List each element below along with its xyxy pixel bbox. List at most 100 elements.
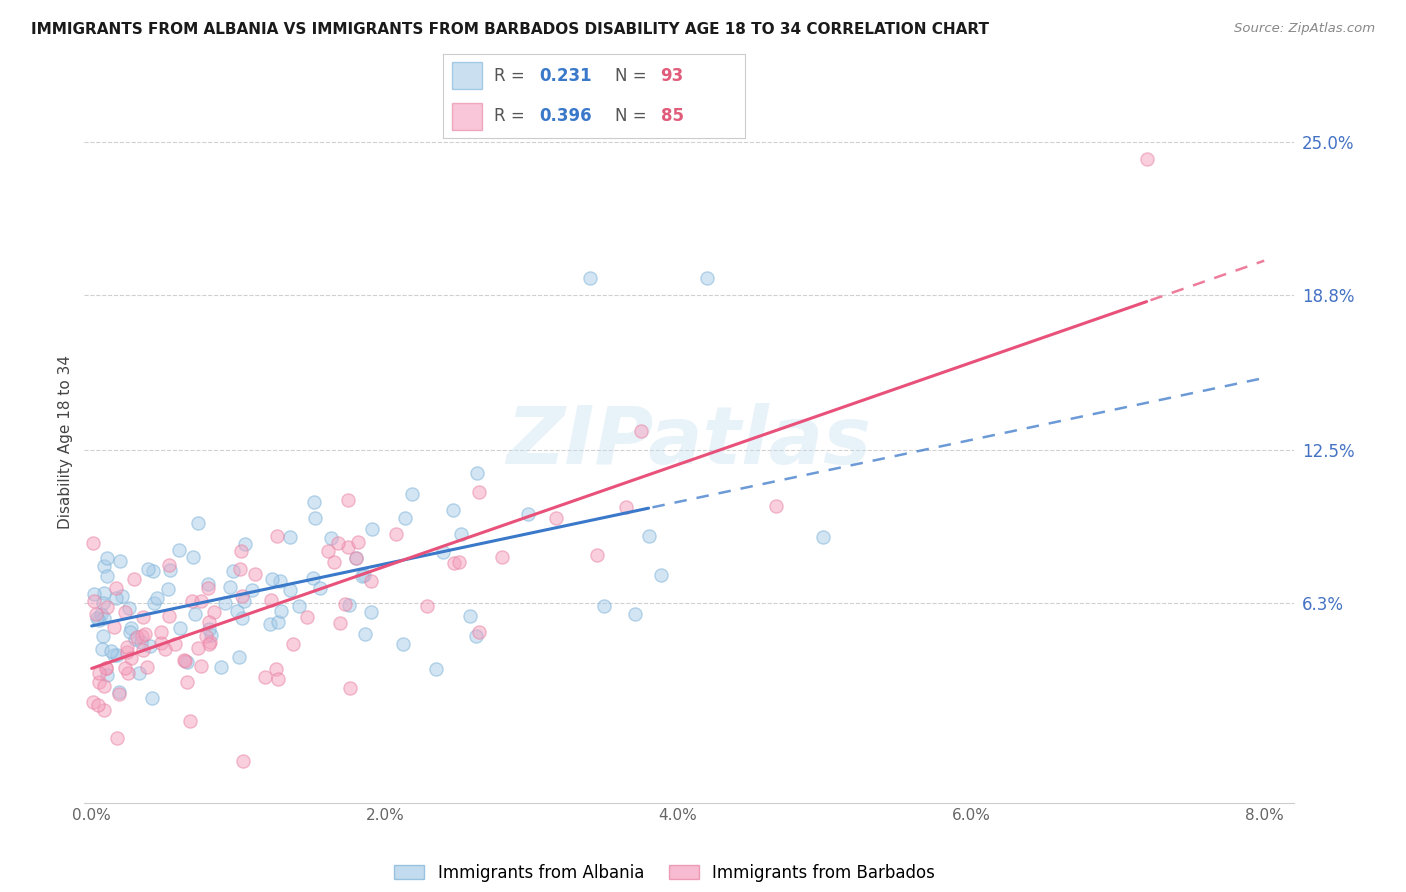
Point (180, 594, 202, 608)
Point (120, 651, 142, 665)
Point (614, 500, 637, 515)
Point (231, 543, 253, 558)
Point (266, 529, 288, 543)
Point (115, 640, 138, 655)
Point (136, 562, 159, 576)
Point (93, 610, 115, 624)
Text: R =: R = (495, 107, 530, 125)
Point (87, 613, 110, 627)
Point (96, 599, 118, 614)
Point (214, 596, 236, 610)
Text: Source: ZipAtlas.com: Source: ZipAtlas.com (1234, 22, 1375, 36)
Point (516, 508, 538, 522)
Point (142, 597, 165, 611)
Point (322, 555, 344, 569)
Point (90, 607, 112, 622)
Point (347, 535, 370, 549)
Point (337, 598, 360, 612)
Point (344, 551, 367, 566)
Point (125, 630, 148, 644)
Point (187, 516, 209, 531)
Point (128, 666, 150, 681)
Point (447, 555, 470, 569)
Point (623, 607, 645, 621)
Point (83, 587, 105, 601)
Point (142, 564, 165, 578)
Point (450, 526, 472, 541)
Point (401, 486, 423, 500)
Text: 93: 93 (661, 67, 683, 85)
Point (432, 545, 454, 559)
Point (425, 662, 447, 676)
Point (96, 569, 118, 583)
Point (281, 637, 304, 651)
Point (278, 530, 301, 544)
Point (233, 537, 256, 551)
Point (394, 511, 416, 525)
Point (630, 424, 652, 438)
Text: 0.231: 0.231 (540, 67, 592, 85)
Point (269, 574, 291, 589)
Point (360, 605, 382, 619)
Point (129, 634, 152, 648)
Point (105, 581, 128, 595)
Point (176, 655, 198, 669)
Point (110, 554, 132, 568)
Point (181, 550, 204, 565)
Point (105, 591, 128, 606)
Point (460, 608, 482, 623)
Point (184, 607, 207, 621)
Point (360, 574, 382, 589)
Point (260, 572, 283, 586)
Point (232, 754, 254, 768)
Point (131, 610, 153, 624)
Point (96, 668, 118, 682)
Point (107, 687, 129, 701)
Point (190, 594, 212, 608)
Point (267, 672, 290, 686)
Point (385, 526, 408, 541)
Point (209, 660, 232, 674)
Point (304, 510, 326, 524)
Point (200, 628, 222, 642)
Point (441, 503, 464, 517)
Point (266, 615, 288, 629)
Point (593, 599, 616, 614)
Point (118, 600, 141, 615)
Point (93, 586, 115, 600)
Point (391, 637, 413, 651)
Point (579, 270, 602, 285)
Point (465, 629, 488, 643)
Point (82, 535, 104, 549)
Point (195, 629, 218, 643)
Point (468, 485, 491, 500)
Point (202, 606, 225, 620)
Point (90, 642, 112, 657)
Point (491, 549, 513, 564)
Point (120, 624, 142, 639)
Point (87, 665, 110, 680)
Point (231, 611, 253, 625)
FancyBboxPatch shape (451, 62, 482, 89)
Point (240, 583, 263, 598)
Y-axis label: Disability Age 18 to 34: Disability Age 18 to 34 (58, 354, 73, 529)
Point (468, 625, 491, 640)
Point (173, 654, 195, 668)
Point (100, 644, 122, 658)
Point (150, 636, 173, 650)
Point (139, 639, 162, 653)
Point (304, 495, 326, 509)
Point (228, 650, 250, 665)
Point (333, 597, 356, 611)
Point (197, 581, 219, 595)
Point (326, 535, 349, 549)
Point (108, 685, 131, 699)
Point (103, 620, 125, 634)
Point (169, 621, 191, 635)
Text: N =: N = (616, 67, 652, 85)
Point (813, 529, 835, 543)
Point (111, 589, 134, 603)
Point (187, 641, 209, 656)
Point (124, 632, 146, 647)
Point (278, 583, 301, 598)
